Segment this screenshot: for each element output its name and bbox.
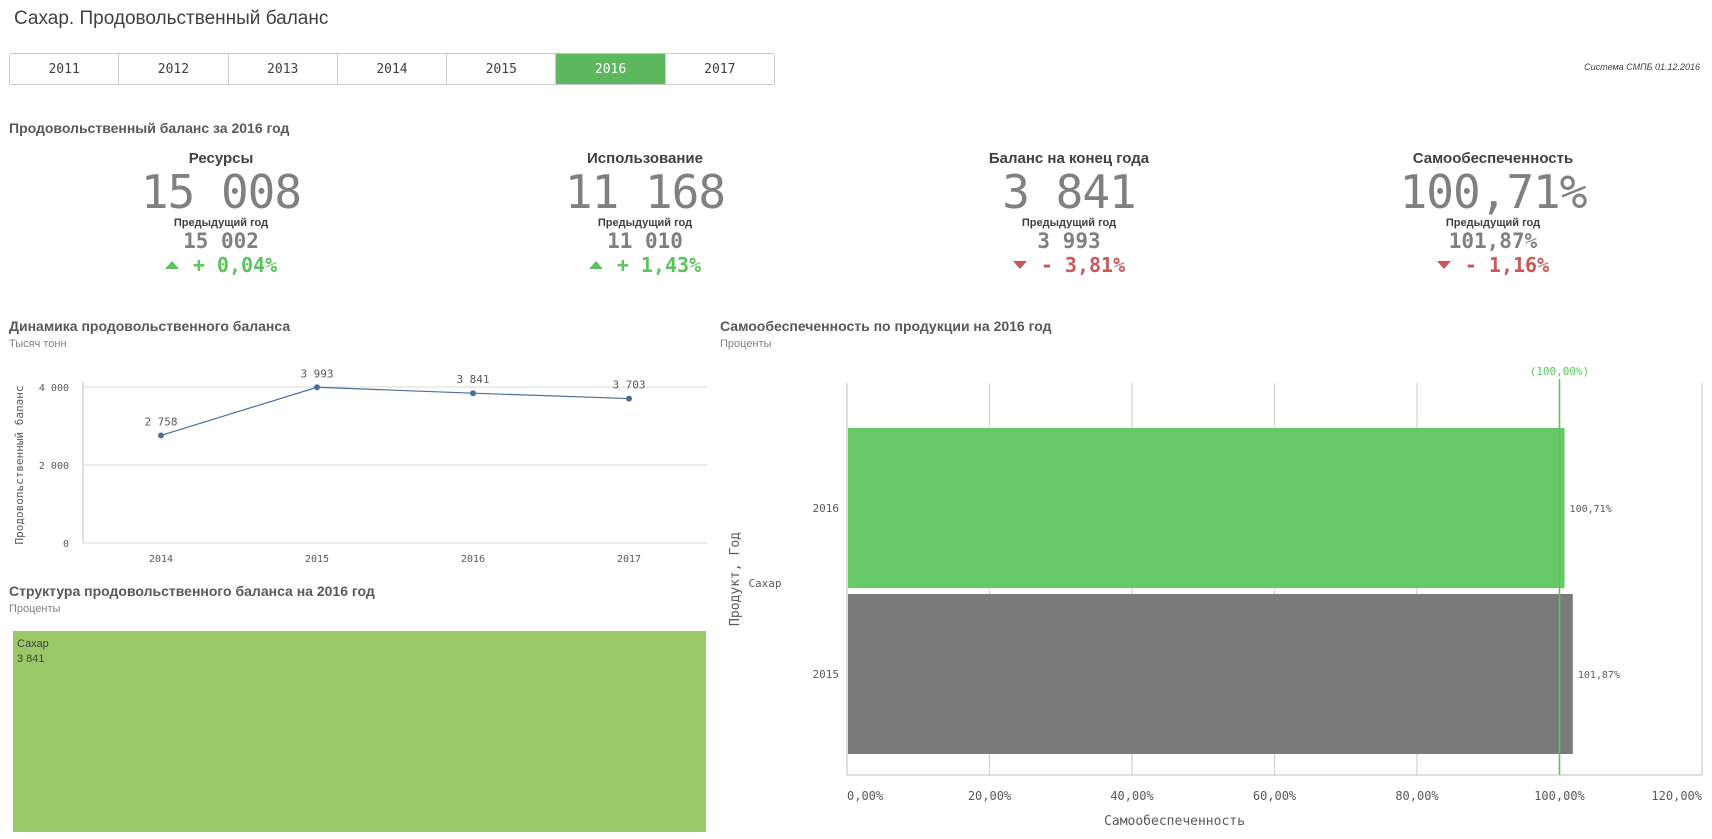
kpi-prev-value: 11 010 <box>607 229 683 253</box>
data-label: 3 703 <box>612 379 645 392</box>
year-tab-2017[interactable]: 2017 <box>665 54 774 84</box>
x-tick-label: 2015 <box>305 554 329 565</box>
kpi-change: + 1,43% <box>480 253 810 277</box>
y-group-label: Сахар <box>748 577 781 590</box>
data-label: 3 993 <box>300 367 333 380</box>
year-tab-2011[interactable]: 2011 <box>10 54 120 84</box>
x-tick-label: 2017 <box>617 554 641 565</box>
kpi-change: - 1,16% <box>1328 253 1658 277</box>
kpi-value: 100,71% <box>1399 165 1588 219</box>
triangle-down-icon <box>1012 260 1027 269</box>
x-tick-label: 80,00% <box>1395 789 1439 803</box>
kpi-label: Самообеспеченность <box>1412 150 1574 167</box>
x-tick-label: 100,00% <box>1534 789 1585 803</box>
kpi-change-value: + 0,04% <box>192 253 278 277</box>
series-line <box>160 386 630 437</box>
x-tick-label: 40,00% <box>1110 789 1154 803</box>
treemap-cell-label: Сахар <box>17 638 49 650</box>
kpi-card: Самообеспеченность 100,71% Предыдущий год 1… <box>1328 150 1658 277</box>
kpi-label: Ресурсы <box>188 150 254 167</box>
y-tick-label: 2 000 <box>39 461 69 472</box>
kpi-prev-value: 15 002 <box>183 229 259 253</box>
treemap-cell-value: 3 841 <box>17 653 45 665</box>
kpi-change: - 3,81% <box>904 253 1234 277</box>
data-point <box>158 432 164 439</box>
x-tick-label: 0,00% <box>847 789 884 803</box>
x-tick-label: 20,00% <box>968 789 1012 803</box>
x-axis-title: Самообеспеченность <box>1104 814 1245 829</box>
kpi-value: 3 841 <box>1002 165 1136 219</box>
system-note: Система СМПБ 01.12.2016 <box>1584 62 1700 72</box>
page-title: Сахар. Продовольственный баланс <box>14 8 329 29</box>
data-label: 101,87% <box>1578 670 1620 681</box>
kpi-label: Использование <box>587 150 703 167</box>
data-point <box>626 395 632 402</box>
x-tick-label: 120,00% <box>1651 789 1702 803</box>
data-label: 2 758 <box>144 415 177 428</box>
kpi-prev-label: Предыдущий год <box>1445 217 1541 229</box>
x-tick-label: 2014 <box>149 554 173 565</box>
data-point <box>314 384 320 391</box>
kpi-label: Баланс на конец года <box>988 150 1150 167</box>
y-tick-label: 2016 <box>813 502 840 515</box>
triangle-up-icon <box>164 260 179 269</box>
data-point <box>470 390 476 397</box>
bar-2015 <box>848 594 1573 754</box>
kpi-prev-label: Предыдущий год <box>173 217 269 229</box>
line-chart-subtitle: Тысяч тонн <box>9 338 67 350</box>
line-chart: 0 2 000 4 000 Продовольственный баланс 2 758… <box>13 367 707 565</box>
kpi-change-value: + 1,43% <box>616 253 702 277</box>
bar-chart: 0,00% 20,00% 40,00% 60,00% 80,00% 100,00% 120,… <box>728 365 1703 829</box>
triangle-down-icon <box>1436 260 1451 269</box>
kpi-change: + 0,04% <box>56 253 386 277</box>
kpi-change-value: - 1,16% <box>1464 253 1550 277</box>
bar-2016 <box>848 428 1565 588</box>
kpi-prev-label: Предыдущий год <box>1021 217 1117 229</box>
kpi-prev-value: 101,87% <box>1448 229 1538 253</box>
kpi-card: Ресурсы 15 008 Предыдущий год 15 002 + 0,04% <box>56 150 386 277</box>
treemap-title: Структура продовольственного баланса на … <box>9 583 375 599</box>
kpi-prev-value: 3 993 <box>1037 229 1101 253</box>
year-tab-2014[interactable]: 2014 <box>337 54 448 84</box>
x-tick-label: 2016 <box>461 554 485 565</box>
kpi-prev-label: Предыдущий год <box>597 217 693 229</box>
kpi-value: 11 168 <box>564 165 726 219</box>
y-axis-title: Продукт, Год <box>728 532 743 626</box>
year-tab-2016[interactable]: 2016 <box>556 54 666 84</box>
y-tick-label: 2015 <box>813 668 840 681</box>
year-tab-2013[interactable]: 2013 <box>228 54 338 84</box>
kpi-card: Баланс на конец года 3 841 Предыдущий год 3… <box>904 150 1234 277</box>
triangle-up-icon <box>588 260 603 269</box>
kpi-value: 15 008 <box>140 165 302 219</box>
kpi-card: Использование 11 168 Предыдущий год 11 010 +… <box>480 150 810 277</box>
data-label: 3 841 <box>456 373 489 386</box>
line-chart-title: Динамика продовольственного баланса <box>9 318 291 334</box>
bar-chart-subtitle: Проценты <box>720 338 772 350</box>
x-tick-label: 60,00% <box>1253 789 1297 803</box>
bar-chart-title: Самообеспеченность по продукции на 2016 … <box>720 318 1052 334</box>
y-axis-title: Продовольственный баланс <box>13 386 26 545</box>
data-label: 100,71% <box>1570 504 1612 515</box>
kpi-section-title: Продовольственный баланс за 2016 год <box>9 120 290 136</box>
reference-line-label: (100,00%) <box>1530 365 1590 378</box>
year-tab-2012[interactable]: 2012 <box>119 54 229 84</box>
treemap-cell-sugar[interactable]: Сахар 3 841 <box>13 631 706 832</box>
year-tab-bar: 2011 2012 2013 2014 2015 2016 2017 <box>9 53 775 85</box>
y-tick-label: 0 <box>63 539 69 550</box>
year-tab-2015[interactable]: 2015 <box>447 54 557 84</box>
y-tick-label: 4 000 <box>39 383 69 394</box>
treemap-subtitle: Проценты <box>9 603 61 615</box>
kpi-change-value: - 3,81% <box>1040 253 1126 277</box>
